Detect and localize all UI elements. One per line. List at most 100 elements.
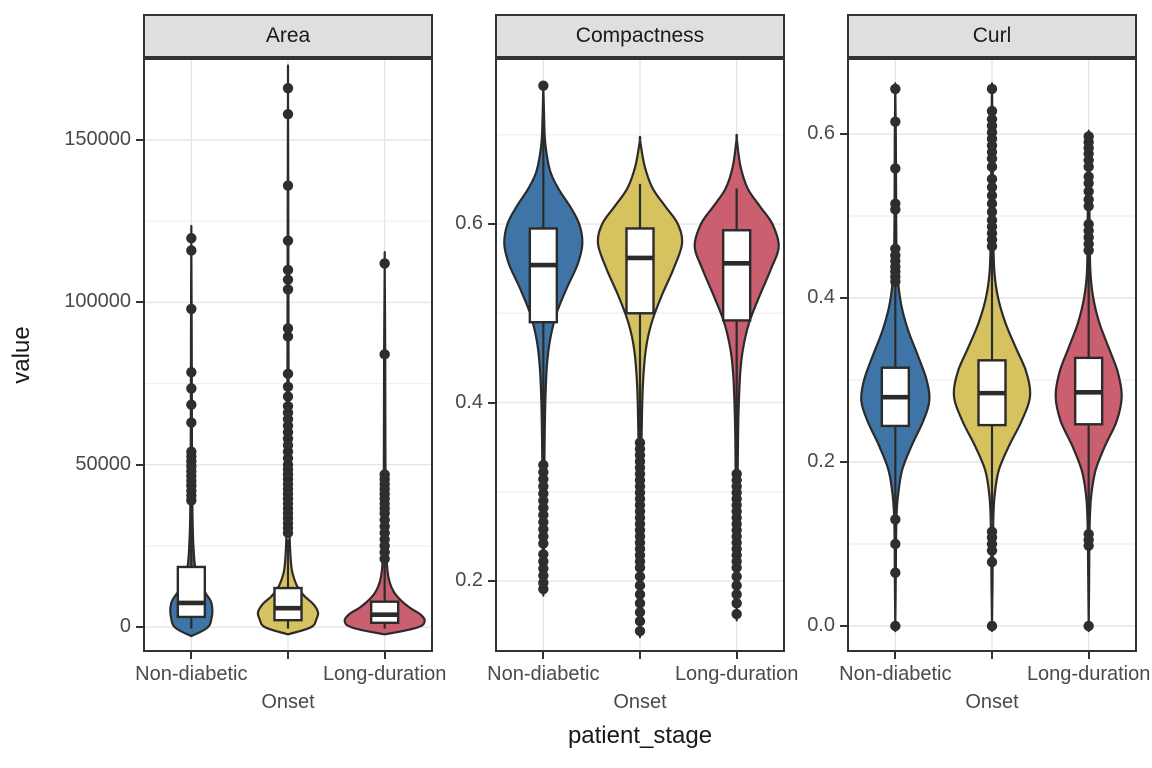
box-long-duration — [369, 600, 400, 624]
outlier-point — [538, 531, 549, 542]
x-axis-title: patient_stage — [567, 722, 713, 749]
box-non-diabetic — [176, 565, 207, 619]
x-tick-label: Long-duration — [1026, 663, 1151, 685]
outlier-point — [731, 580, 742, 591]
outlier-point — [890, 514, 901, 525]
outlier-point — [538, 495, 549, 506]
outlier-point — [890, 83, 901, 95]
outlier-point — [538, 481, 549, 492]
outlier-point — [282, 284, 294, 295]
outlier-point — [538, 570, 549, 581]
outlier-point — [986, 105, 998, 117]
y-tick-label: 50000 — [75, 452, 131, 475]
outlier-point — [282, 108, 294, 120]
outlier-point — [986, 173, 998, 185]
outlier-point — [186, 245, 197, 256]
outlier-point — [890, 538, 901, 550]
x-tick-mark — [542, 652, 545, 659]
outlier-point — [186, 399, 197, 410]
outlier-point — [986, 206, 998, 218]
y-tick-mark — [488, 580, 495, 583]
y-tick-mark — [488, 223, 495, 226]
outlier-point — [1083, 620, 1094, 632]
outlier-point — [890, 620, 901, 632]
facet-strip-label: Compactness — [575, 24, 705, 47]
outlier-point — [890, 116, 901, 127]
outlier-point — [538, 549, 549, 560]
panel-area — [143, 58, 433, 652]
outlier-point — [282, 323, 294, 334]
outlier-point — [538, 524, 549, 535]
x-tick-mark — [287, 652, 289, 659]
outlier-point — [1083, 540, 1094, 551]
outlier-point — [634, 625, 646, 637]
outlier-point — [186, 417, 197, 428]
outlier-point — [186, 303, 197, 315]
y-tick-mark — [840, 133, 847, 135]
facet-strip-area: Area — [143, 14, 433, 58]
y-tick-mark — [136, 139, 143, 142]
x-tick-label: Non-diabetic — [487, 663, 600, 685]
outlier-point — [538, 459, 549, 471]
outlier-point — [282, 264, 294, 276]
x-tick-mark — [735, 652, 738, 659]
box-non-diabetic — [528, 227, 559, 324]
outlier-point — [634, 616, 646, 627]
panel-border — [143, 58, 433, 652]
outlier-point — [186, 232, 197, 244]
outlier-point — [986, 556, 998, 568]
x-tick-label: Onset — [261, 691, 315, 713]
outlier-point — [282, 527, 294, 539]
outlier-point — [634, 589, 646, 600]
outlier-point — [986, 620, 998, 632]
y-tick-label: 0.6 — [455, 212, 483, 235]
facet-strip-label: Area — [265, 24, 311, 47]
outlier-point — [538, 563, 549, 574]
outlier-point — [634, 571, 646, 582]
y-tick-mark — [840, 625, 847, 627]
outlier-point — [890, 204, 901, 215]
y-tick-mark — [840, 461, 847, 463]
box-long-duration — [721, 229, 752, 322]
outlier-point — [986, 153, 998, 164]
box-onset — [273, 586, 303, 622]
panel-curl — [847, 58, 1137, 652]
outlier-point — [379, 349, 390, 360]
outlier-point — [731, 571, 742, 582]
outlier-point — [731, 608, 742, 620]
outlier-point — [634, 598, 646, 609]
outlier-point — [282, 180, 294, 191]
outlier-point — [282, 381, 294, 393]
panel-compactness — [495, 58, 785, 652]
x-tick-mark — [991, 652, 993, 659]
y-tick-label: 0 — [119, 615, 131, 638]
x-tick-mark — [1087, 652, 1090, 659]
outlier-point — [282, 331, 294, 342]
y-tick-label: 0.2 — [807, 450, 835, 473]
outlier-point — [1083, 245, 1094, 256]
outlier-point — [986, 83, 998, 95]
facet-strip-compactness: Compactness — [495, 14, 785, 58]
x-tick-mark — [639, 652, 641, 659]
y-tick-label: 100000 — [64, 290, 131, 313]
y-tick-label: 0.2 — [455, 569, 483, 592]
outlier-point — [538, 474, 549, 485]
x-tick-label: Long-duration — [674, 663, 799, 685]
y-tick-mark — [136, 463, 143, 466]
outlier-point — [986, 190, 998, 201]
x-tick-label: Long-duration — [322, 663, 447, 685]
y-tick-mark — [840, 297, 847, 299]
outlier-point — [1083, 161, 1094, 173]
outlier-point — [186, 367, 197, 378]
outlier-point — [538, 583, 549, 595]
outlier-point — [538, 509, 549, 521]
box-onset — [625, 227, 655, 315]
outlier-point — [538, 502, 549, 514]
outlier-point — [538, 80, 549, 91]
outlier-point — [731, 562, 742, 573]
outlier-point — [538, 538, 549, 549]
x-tick-label: Onset — [613, 691, 667, 713]
y-tick-mark — [136, 626, 143, 628]
outlier-point — [986, 241, 998, 252]
outlier-point — [538, 556, 549, 567]
